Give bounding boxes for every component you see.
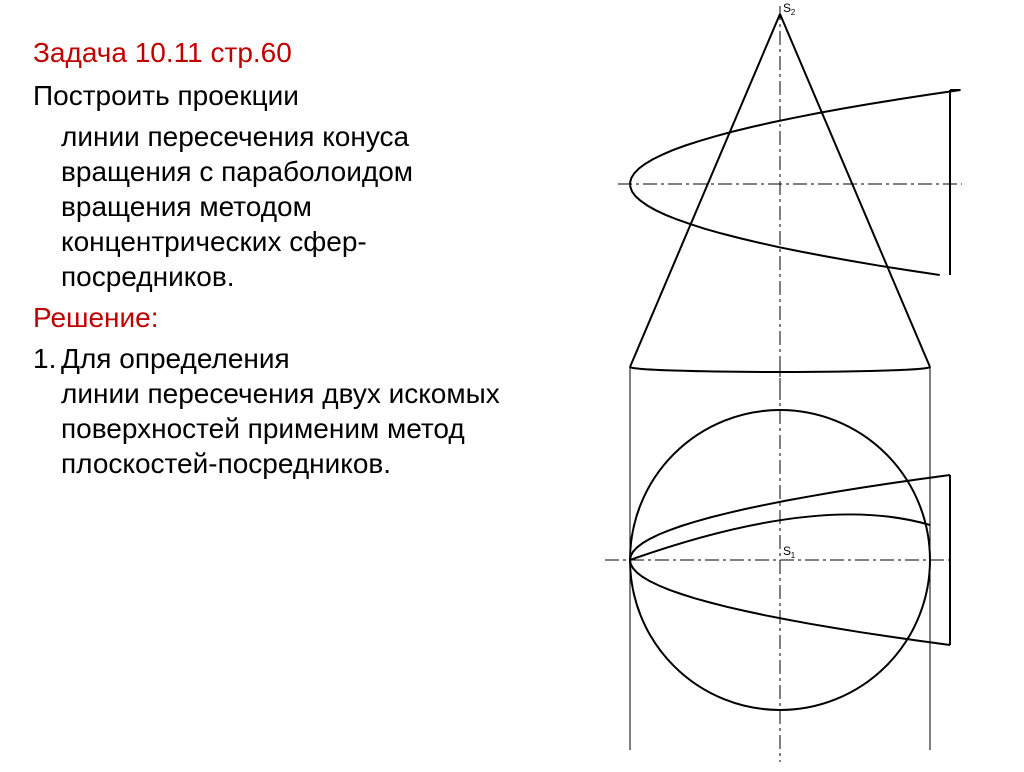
item1-lead: Для определения (61, 343, 290, 374)
diagram-svg: S2S1 (530, 0, 1024, 767)
problem-heading: Задача 10.11 стр.60 (33, 36, 513, 70)
text-column: Задача 10.11 стр.60 Построить проекции л… (33, 36, 513, 487)
svg-text:1: 1 (791, 551, 796, 560)
list-number: 1. (33, 341, 61, 376)
solution-label: Решение: (33, 300, 513, 335)
slide: Задача 10.11 стр.60 Построить проекции л… (0, 0, 1024, 767)
geometry-diagram: S2S1 (530, 0, 1024, 767)
item1-body: линии пересечения двух искомых поверхнос… (33, 376, 513, 481)
solution-item-1: 1. Для определения (33, 341, 513, 376)
problem-text-body: линии пересечения конуса вращения с пара… (33, 119, 513, 294)
svg-text:2: 2 (791, 8, 796, 17)
problem-text-lead: Построить проекции (33, 78, 513, 113)
list-body: Для определения (61, 341, 513, 376)
